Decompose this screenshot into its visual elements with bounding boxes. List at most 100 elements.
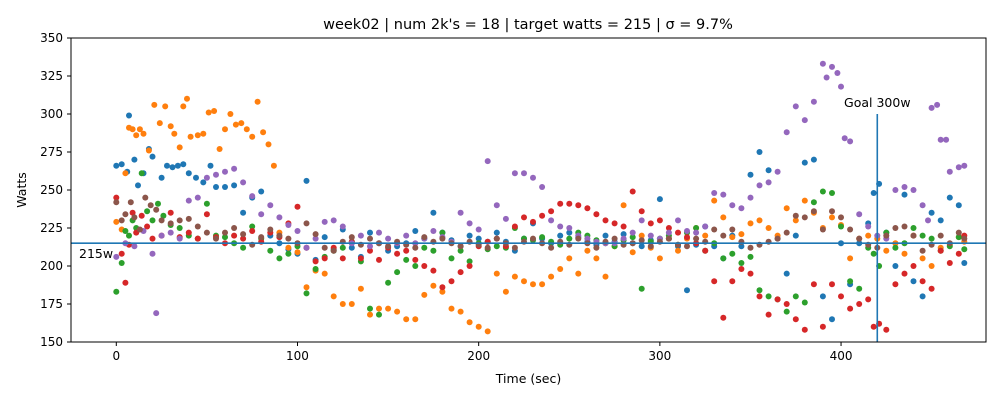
data-point (765, 167, 772, 174)
data-point (883, 326, 890, 333)
data-point (892, 244, 899, 251)
data-point (357, 285, 364, 292)
data-point (222, 126, 228, 133)
data-point (330, 247, 337, 254)
data-point (928, 285, 935, 292)
data-point (792, 316, 799, 323)
data-point (142, 194, 149, 201)
data-point (126, 232, 132, 239)
data-point (394, 250, 401, 257)
data-point (430, 247, 437, 254)
data-point (348, 244, 355, 251)
data-point (249, 223, 256, 230)
data-point (144, 223, 151, 230)
data-point (829, 281, 835, 288)
data-point (539, 281, 546, 288)
reference-lines (71, 114, 986, 342)
data-point (321, 218, 328, 225)
data-point (330, 293, 337, 300)
data-point (665, 225, 672, 231)
data-point (187, 133, 194, 140)
data-point (928, 263, 935, 269)
data-point (267, 247, 274, 254)
data-point (910, 263, 917, 269)
data-point (774, 235, 781, 242)
data-point (127, 199, 134, 206)
data-point (702, 223, 709, 230)
data-point (620, 235, 627, 242)
data-point (946, 194, 953, 201)
data-point (285, 244, 292, 251)
data-point (240, 231, 247, 238)
data-point (910, 225, 917, 231)
data-point (937, 136, 944, 143)
data-point (222, 234, 228, 241)
data-point (321, 244, 328, 251)
data-point (502, 215, 509, 222)
data-point (303, 290, 310, 297)
y-tick-label: 325 (40, 69, 63, 83)
y-tick-label: 175 (40, 297, 63, 311)
data-point (629, 234, 636, 241)
data-point (584, 235, 591, 242)
data-point (838, 293, 844, 300)
data-point (638, 237, 645, 244)
data-point (466, 263, 473, 269)
data-point (892, 281, 899, 288)
data-point (222, 229, 228, 236)
data-point (367, 305, 373, 312)
data-point (819, 60, 826, 67)
data-point (153, 310, 160, 317)
data-point (747, 171, 754, 178)
data-point (285, 222, 292, 228)
data-point (493, 229, 500, 236)
data-point (118, 250, 125, 257)
data-point (548, 244, 555, 251)
data-point (348, 301, 355, 307)
data-point (838, 223, 844, 230)
data-point (258, 188, 265, 195)
data-point (312, 266, 319, 272)
data-point (955, 250, 962, 257)
data-point (138, 212, 145, 219)
y-tick-label: 300 (40, 107, 63, 121)
data-point (200, 179, 207, 186)
data-point (160, 212, 167, 219)
data-point (865, 296, 872, 303)
data-point (285, 250, 292, 257)
data-point (747, 270, 754, 277)
data-point (530, 174, 536, 181)
data-point (136, 226, 143, 233)
data-point (176, 217, 183, 224)
data-point (180, 103, 187, 110)
data-point (412, 263, 419, 269)
data-point (738, 266, 745, 272)
data-point (611, 220, 618, 227)
data-point (158, 232, 165, 239)
data-point (167, 229, 174, 236)
data-point (801, 299, 808, 306)
data-point (829, 190, 835, 196)
data-point (937, 217, 944, 224)
data-point (738, 243, 745, 250)
data-point (919, 247, 926, 254)
data-point (258, 234, 265, 241)
x-tick-label: 0 (112, 349, 120, 363)
data-point (693, 225, 700, 231)
data-point (167, 123, 174, 130)
x-axis-ticks: 0 100 200 300 400 (112, 342, 853, 363)
data-point (702, 232, 709, 239)
data-point (539, 234, 546, 241)
data-point (883, 247, 890, 254)
y-tick-label: 250 (40, 183, 63, 197)
data-point (194, 223, 201, 230)
data-point (955, 229, 962, 236)
data-point (838, 214, 844, 221)
data-point (136, 126, 143, 133)
data-point (211, 108, 218, 114)
data-point (412, 244, 419, 251)
data-point (738, 260, 745, 266)
data-point (439, 288, 446, 295)
data-point (756, 217, 763, 224)
data-point (126, 112, 132, 119)
